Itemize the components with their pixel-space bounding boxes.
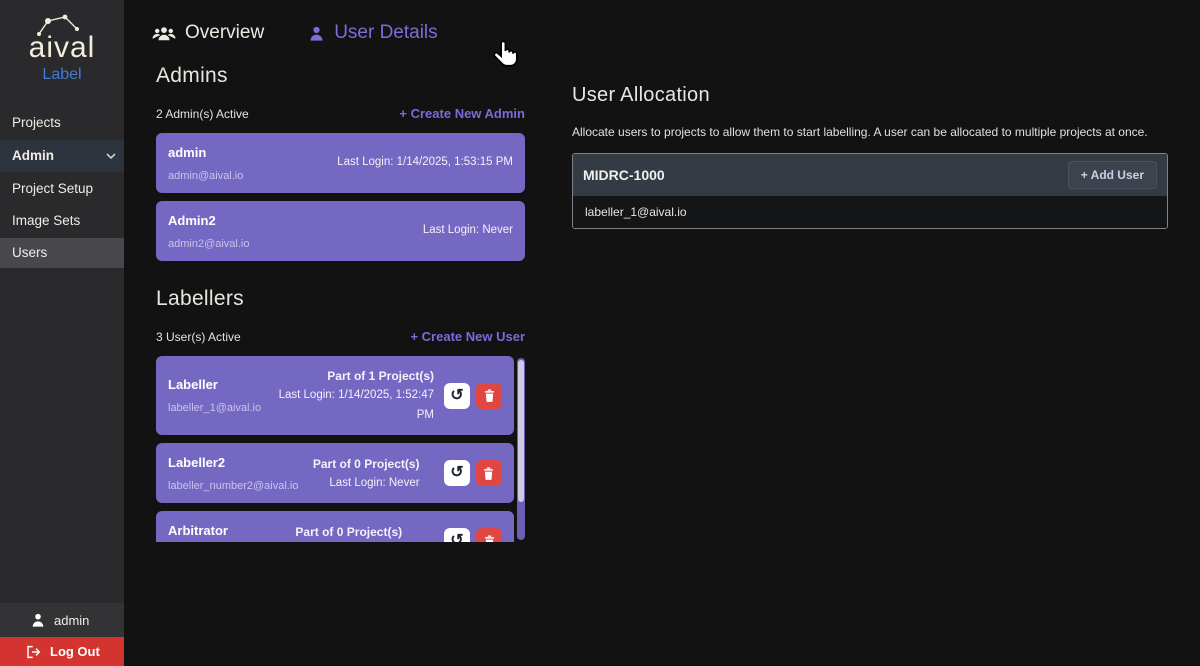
labeller-last-login: Last Login: 1/14/2025, 1:52:47 PM [278, 389, 434, 421]
labellers-scrollbar [517, 358, 525, 540]
tab-overview[interactable]: Overview [152, 22, 264, 44]
constellation-icon [37, 14, 79, 36]
project-name: MIDRC-1000 [583, 167, 665, 183]
sidebar: aival Label Projects Admin Project Setup… [0, 0, 124, 666]
reset-icon: ↺ [450, 386, 464, 404]
admin-email: admin@aival.io [168, 169, 244, 182]
scrollbar-thumb[interactable] [518, 360, 524, 502]
sidebar-item-image-sets[interactable]: Image Sets [12, 213, 81, 229]
labeller-projects: Part of 1 Project(s) [327, 369, 434, 383]
main-content: Overview User Details Admins 2 Admin(s) … [124, 0, 1200, 666]
sidebar-bottom: admin Log Out [0, 603, 124, 666]
add-user-button[interactable]: + Add User [1067, 161, 1157, 189]
labeller-email: labeller_number2@aival.io [168, 479, 299, 492]
labeller-card: Arbitrator arbitrator_@aival.io Part of … [156, 511, 514, 542]
sidebar-item-admin-label: Admin [12, 147, 54, 163]
users-column: Admins 2 Admin(s) Active + Create New Ad… [156, 64, 525, 542]
labeller-projects: Part of 0 Project(s) [312, 456, 420, 471]
trash-icon [484, 467, 494, 480]
allocation-heading: User Allocation [572, 84, 710, 106]
labeller-name: Labeller2 [168, 454, 226, 470]
sidebar-nav: Projects Admin Project Setup Image Sets … [0, 108, 124, 271]
admins-count: 2 Admin(s) Active [156, 106, 249, 121]
labeller-email: labeller_1@aival.io [168, 402, 262, 415]
delete-user-button[interactable] [476, 382, 502, 409]
reset-password-button[interactable]: ↺ [443, 460, 470, 487]
logout-label: Log Out [50, 644, 100, 659]
labeller-name: Arbitrator [168, 522, 228, 538]
reset-icon: ↺ [450, 464, 464, 482]
create-new-user-link[interactable]: + Create New User [410, 329, 525, 344]
admin-last-login: Last Login: Never [422, 224, 513, 237]
sidebar-item-projects[interactable]: Projects [12, 114, 61, 130]
admin-card: admin admin@aival.io Last Login: 1/14/20… [156, 133, 525, 193]
sidebar-item-project-setup[interactable]: Project Setup [12, 180, 94, 196]
people-group-icon [152, 26, 176, 40]
tab-user-details[interactable]: User Details [308, 22, 438, 44]
admins-heading: Admins [156, 64, 228, 87]
allocation-column: User Allocation Allocate users to projec… [572, 84, 1168, 229]
reset-password-button[interactable]: ↺ [444, 528, 470, 542]
admin-card: Admin2 admin2@aival.io Last Login: Never [156, 201, 525, 261]
person-icon [32, 613, 44, 627]
delete-user-button[interactable] [476, 528, 502, 542]
admins-count-row: 2 Admin(s) Active + Create New Admin [156, 106, 525, 121]
brand-name: aival [28, 31, 96, 64]
logout-button[interactable]: Log Out [0, 637, 124, 666]
labeller-card: Labeller labeller_1@aival.io Part of 1 P… [156, 356, 514, 436]
labeller-last-login: Last Login: Never [329, 476, 420, 489]
tab-user-details-label: User Details [334, 22, 438, 43]
project-panel-header: MIDRC-1000 + Add User [573, 154, 1167, 196]
admin-name: admin [168, 144, 207, 160]
reset-icon: ↺ [450, 532, 464, 542]
logout-icon [27, 645, 41, 658]
admin-email: admin2@aival.io [168, 237, 250, 250]
labeller-name: Labeller [168, 377, 218, 393]
labeller-card: Labeller2 labeller_number2@aival.io Part… [156, 443, 514, 504]
labeller-projects: Part of 0 Project(s) [295, 524, 403, 539]
delete-user-button[interactable] [475, 460, 502, 487]
trash-icon [484, 389, 494, 403]
top-tabs: Overview User Details [152, 22, 438, 44]
person-icon [310, 26, 323, 41]
allocation-description: Allocate users to projects to allow them… [572, 125, 1148, 139]
chevron-down-icon [106, 153, 116, 159]
sidebar-item-admin[interactable]: Admin [0, 139, 124, 172]
admin-last-login: Last Login: 1/14/2025, 1:53:15 PM [337, 156, 513, 169]
tab-overview-label: Overview [185, 22, 265, 43]
allocated-user-row: labeller_1@aival.io [573, 196, 1167, 228]
labellers-list: Labeller labeller_1@aival.io Part of 1 P… [156, 356, 525, 542]
current-user: admin [0, 603, 124, 637]
reset-password-button[interactable]: ↺ [444, 382, 470, 409]
current-user-name: admin [54, 612, 90, 628]
product-name: Label [42, 65, 82, 83]
admin-name: Admin2 [168, 212, 216, 228]
labellers-count: 3 User(s) Active [156, 329, 241, 344]
sidebar-item-users[interactable]: Users [0, 238, 124, 269]
trash-icon [484, 535, 494, 542]
labellers-heading: Labellers [156, 287, 244, 310]
app-logo: aival Label [0, 0, 124, 98]
labellers-count-row: 3 User(s) Active + Create New User [156, 329, 525, 344]
project-allocation-panel: MIDRC-1000 + Add User labeller_1@aival.i… [572, 153, 1168, 229]
create-new-admin-link[interactable]: + Create New Admin [399, 106, 525, 121]
